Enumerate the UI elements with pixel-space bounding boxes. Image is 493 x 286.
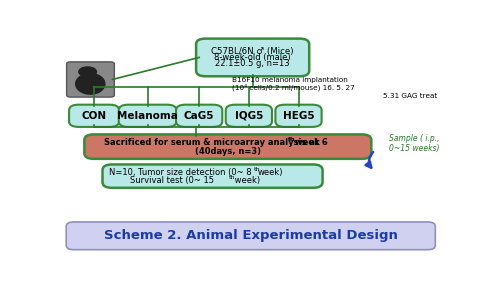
Text: IQG5: IQG5 [235, 111, 263, 121]
Text: (40days, n=3): (40days, n=3) [195, 146, 261, 156]
Text: HEG5: HEG5 [282, 111, 315, 121]
FancyBboxPatch shape [276, 105, 321, 127]
FancyBboxPatch shape [196, 39, 309, 76]
Ellipse shape [78, 66, 97, 77]
FancyBboxPatch shape [67, 62, 114, 97]
Text: th: th [229, 175, 235, 180]
Text: CON: CON [81, 111, 106, 121]
FancyBboxPatch shape [226, 105, 272, 127]
Text: CaG5: CaG5 [184, 111, 214, 121]
FancyBboxPatch shape [66, 222, 435, 250]
Text: th: th [253, 167, 260, 172]
FancyArrowPatch shape [366, 152, 373, 168]
Text: Melanoma: Melanoma [117, 111, 178, 121]
Text: week): week) [257, 168, 283, 177]
FancyBboxPatch shape [176, 105, 222, 127]
FancyBboxPatch shape [69, 105, 119, 127]
FancyBboxPatch shape [103, 164, 322, 188]
Text: 8-week-old (male): 8-week-old (male) [214, 53, 291, 62]
Text: Scheme 2. Animal Experimental Design: Scheme 2. Animal Experimental Design [104, 229, 398, 242]
Text: Sacrificed for serum & microarray analysis at 6: Sacrificed for serum & microarray analys… [105, 138, 328, 147]
Text: B16F10 melanoma implantation
(10⁴ cells/0.2 ml/mouse) 16. 5. 27: B16F10 melanoma implantation (10⁴ cells/… [232, 77, 354, 91]
FancyBboxPatch shape [119, 105, 176, 127]
Text: N=10, Tumor size detection (0~ 8: N=10, Tumor size detection (0~ 8 [109, 168, 251, 177]
Text: 22.1±0.5 g, n=13: 22.1±0.5 g, n=13 [215, 59, 290, 68]
Text: week): week) [232, 176, 260, 184]
Text: C57BL/6N ♂ (Mice): C57BL/6N ♂ (Mice) [211, 47, 294, 56]
Text: Sample ( i.p.,
0~15 weeks): Sample ( i.p., 0~15 weeks) [389, 134, 440, 153]
Text: week: week [292, 138, 319, 147]
Text: th: th [288, 137, 295, 142]
FancyBboxPatch shape [84, 134, 371, 159]
Text: 5.31 GAG treat: 5.31 GAG treat [383, 94, 437, 100]
Ellipse shape [75, 73, 106, 95]
Text: Survival test (0~ 15: Survival test (0~ 15 [131, 176, 214, 184]
